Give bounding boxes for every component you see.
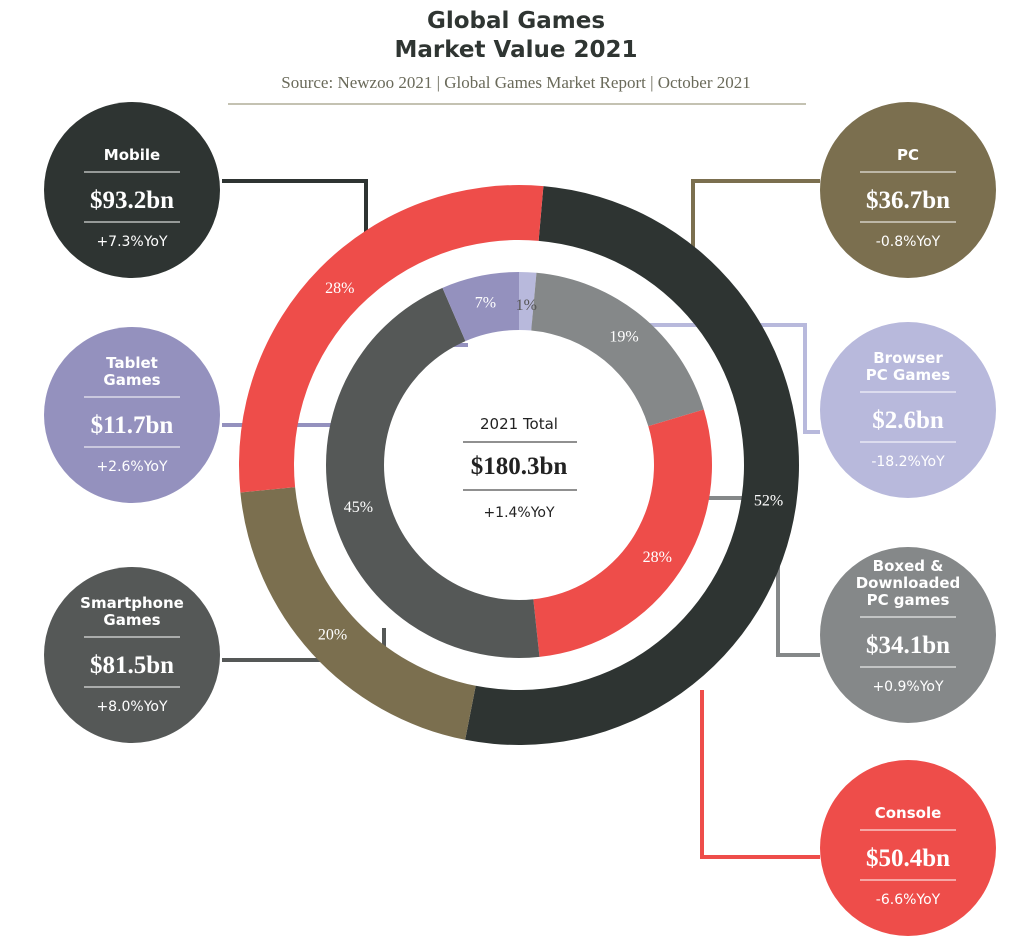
center-total-label: 2021 Total <box>480 415 558 433</box>
center-total-yoy: +1.4%YoY <box>483 505 555 521</box>
bubble-boxed-yoy: +0.9%YoY <box>872 679 944 695</box>
bubble-tablet-name-line: Games <box>103 371 160 389</box>
inner-slice-boxed <box>531 272 704 427</box>
bubble-smartphone-name-line: Games <box>103 611 160 629</box>
bubble-browser-value: $2.6bn <box>872 407 944 434</box>
outer-label-mobile: 52% <box>754 492 783 509</box>
connector-console <box>700 690 820 859</box>
bubble-console-yoy: -6.6%YoY <box>876 892 941 908</box>
bubble-tablet-yoy: +2.6%YoY <box>96 459 168 475</box>
chart-source: Source: Newzoo 2021 | Global Games Marke… <box>281 73 750 92</box>
bubble-browser-name-line: PC Games <box>866 366 950 384</box>
bubble-console-circle <box>820 760 996 936</box>
bubble-pc-value: $36.7bn <box>866 187 950 214</box>
bubble-browser-name-line: Browser <box>873 349 943 367</box>
outer-ring <box>239 184 800 746</box>
center-total: 2021 Total $180.3bn +1.4%YoY <box>463 415 577 521</box>
bubble-console-value: $50.4bn <box>866 845 950 872</box>
bubble-pc-yoy: -0.8%YoY <box>876 234 941 250</box>
bubble-boxed-name-line: Downloaded <box>856 574 961 592</box>
chart-title-line-2: Market Value 2021 <box>395 37 638 63</box>
inner-label-browser: 1% <box>516 297 537 314</box>
bubble-mobile-circle <box>44 102 220 278</box>
bubble-mobile-name-line: Mobile <box>104 146 160 164</box>
bubble-pc: PC $36.7bn -0.8%YoY <box>820 102 996 278</box>
outer-slice-mobile <box>465 186 800 746</box>
bubble-tablet-circle <box>44 327 220 503</box>
inner-label-boxed: 19% <box>609 328 638 345</box>
bubble-console: Console $50.4bn -6.6%YoY <box>820 760 996 936</box>
inner-slice-browser <box>519 272 537 331</box>
segment-bubbles: Mobile$93.2bn+7.3%YoYTabletGames$11.7bn+… <box>44 102 996 936</box>
ring-labels: 52% 20% 28% 1% 19% 28% 45% 7% <box>318 280 783 644</box>
bubble-console-name-line: Console <box>875 804 942 822</box>
outer-label-console: 28% <box>325 280 354 297</box>
bubble-browser-circle <box>820 322 996 498</box>
bubble-tablet-value: $11.7bn <box>91 412 174 439</box>
connector-pc <box>691 179 820 255</box>
bubble-browser-yoy: -18.2%YoY <box>871 454 945 470</box>
bubble-pc-name-line: PC <box>897 146 919 164</box>
bubble-boxed-name-line: Boxed & <box>873 557 944 575</box>
bubble-smartphone-name-line: Smartphone <box>80 594 184 612</box>
center-total-value: $180.3bn <box>471 453 568 480</box>
inner-slice-smartphone <box>326 287 540 658</box>
bubble-mobile-yoy: +7.3%YoY <box>96 234 168 250</box>
bubble-boxed-value: $34.1bn <box>866 632 950 659</box>
connector-browser <box>525 323 820 434</box>
bubble-smartphone-circle <box>44 567 220 743</box>
inner-slice-console <box>533 409 712 657</box>
inner-label-smartphone: 45% <box>344 499 373 516</box>
outer-label-pc: 20% <box>318 627 347 644</box>
inner-label-console: 28% <box>643 549 672 566</box>
outer-slice-console <box>239 184 544 493</box>
bubble-pc-circle <box>820 102 996 278</box>
bubble-smartphone-value: $81.5bn <box>90 652 174 679</box>
chart-title-line-1: Global Games <box>427 8 605 34</box>
outer-slice-pc <box>240 487 476 740</box>
inner-label-tablet: 7% <box>475 294 496 311</box>
inner-slice-tablet <box>442 272 519 342</box>
bubble-mobile-value: $93.2bn <box>90 187 174 214</box>
inner-ring <box>326 272 712 658</box>
bubble-smartphone-yoy: +8.0%YoY <box>96 699 168 715</box>
bubble-mobile: Mobile $93.2bn +7.3%YoY <box>44 102 220 278</box>
bubble-boxed-name-line: PC games <box>867 591 950 609</box>
bubble-boxed-circle <box>820 547 996 723</box>
bubble-tablet-name-line: Tablet <box>106 354 158 372</box>
connector-mobile <box>222 179 368 240</box>
